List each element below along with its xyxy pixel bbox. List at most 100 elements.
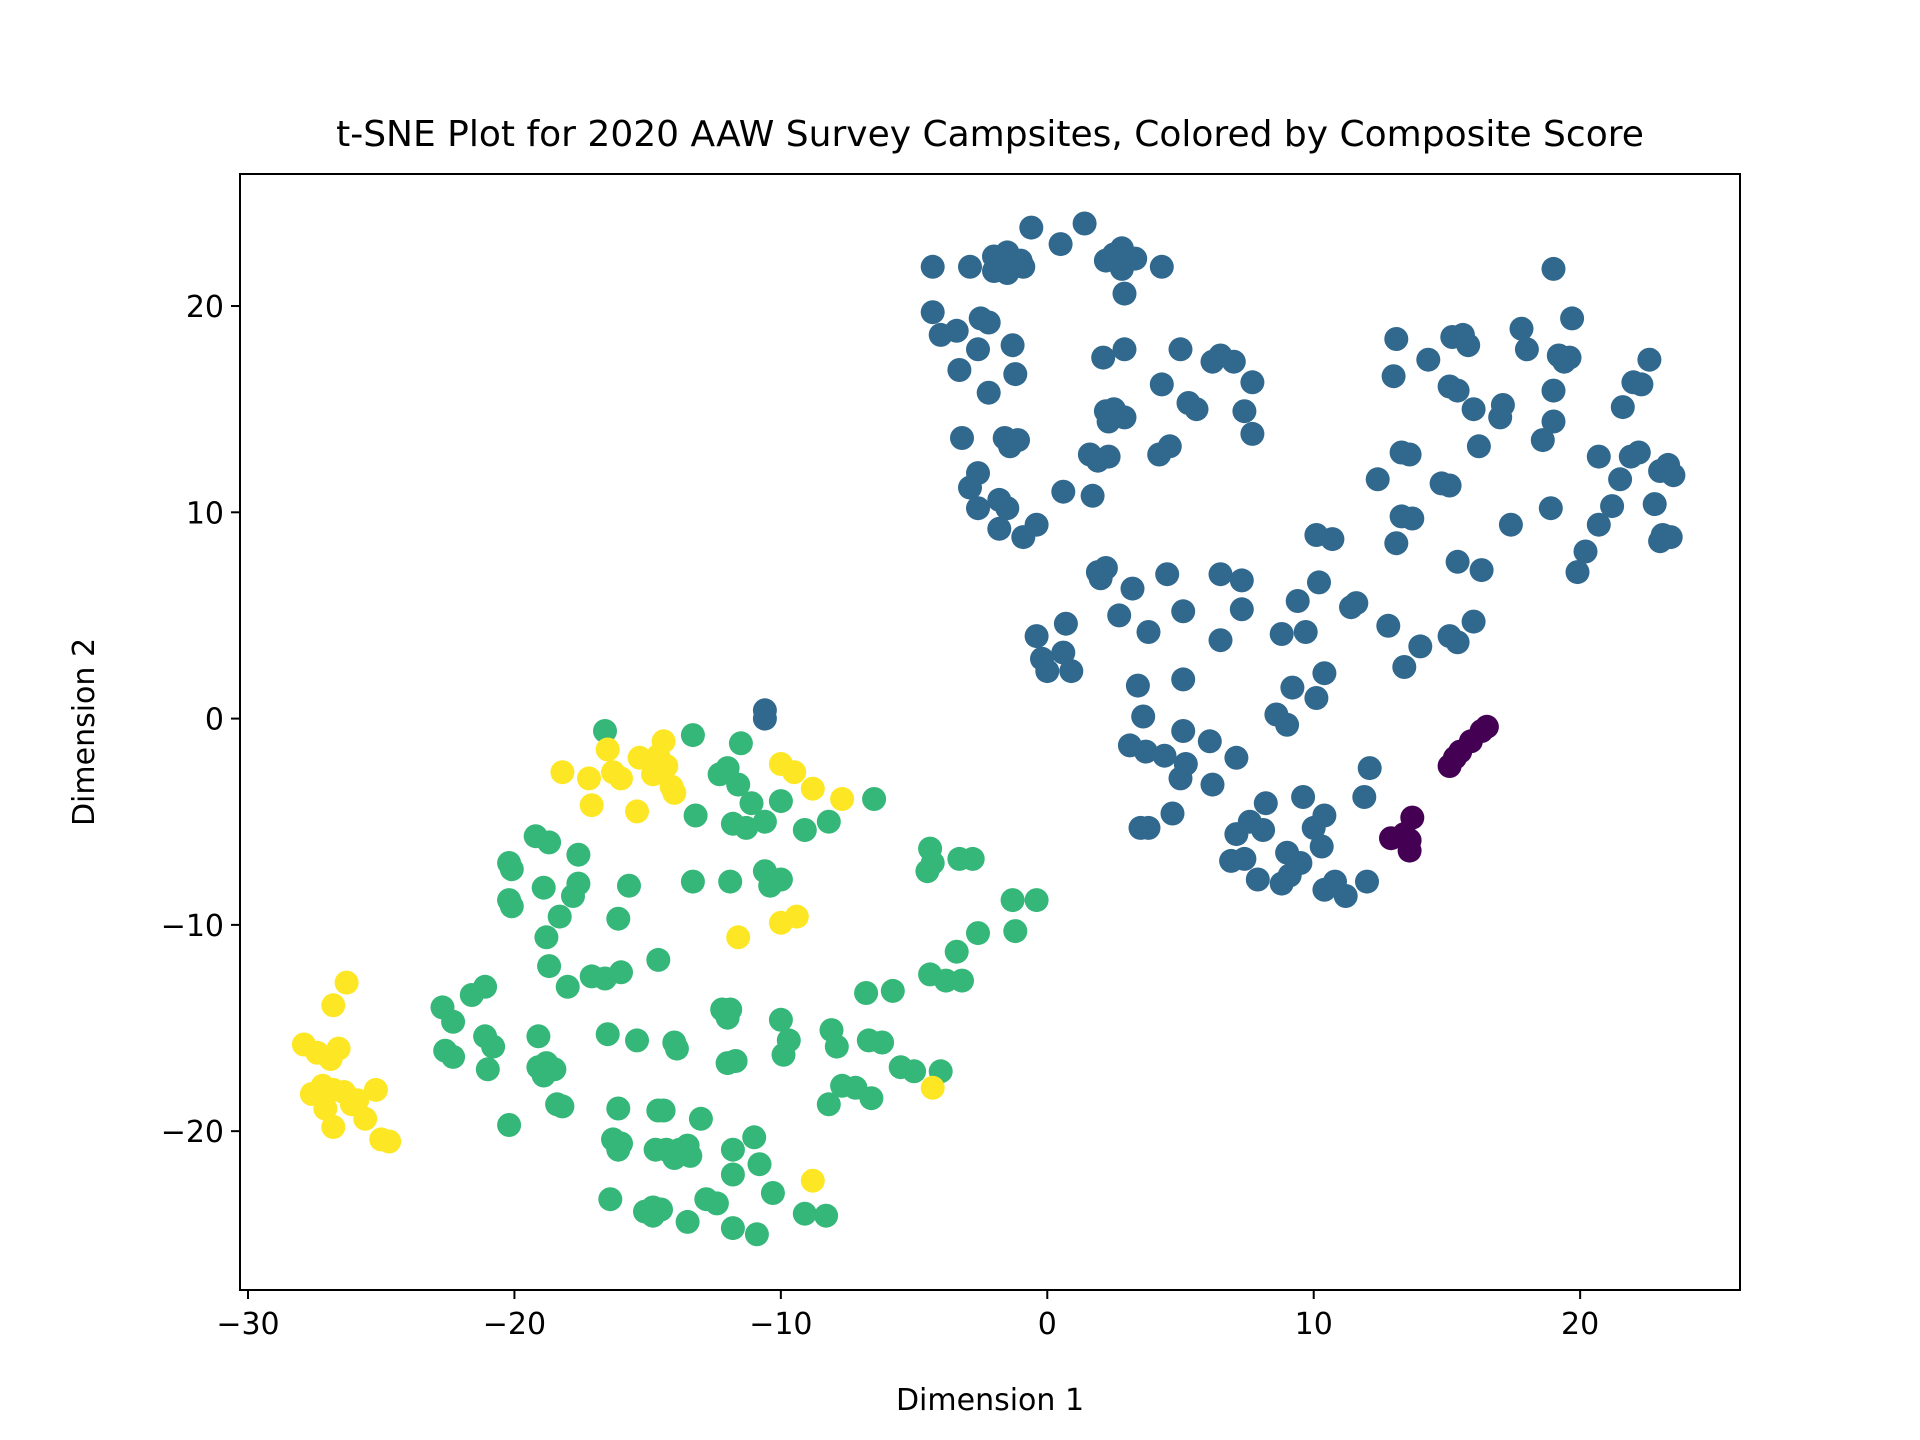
scatter-point <box>1309 834 1334 859</box>
scatter-point <box>1293 620 1318 644</box>
scatter-point <box>377 1129 402 1154</box>
scatter-point <box>1147 442 1172 467</box>
scatter-point <box>577 766 601 791</box>
scatter-point <box>561 884 585 908</box>
scatter-point <box>1541 409 1566 434</box>
scatter-point <box>1642 492 1667 517</box>
scatter-point <box>1445 549 1470 574</box>
scatter-point <box>1149 254 1174 279</box>
scatter-point <box>1112 337 1137 362</box>
scatter-point <box>662 780 687 805</box>
scatter-point <box>1229 568 1254 593</box>
y-tick-label: −20 <box>161 1115 224 1150</box>
scatter-point <box>768 1007 793 1032</box>
scatter-point <box>1312 661 1337 686</box>
scatter-point <box>606 1096 631 1121</box>
scatter-point <box>720 1162 745 1187</box>
scatter-point <box>1461 397 1486 422</box>
chart-title: t-SNE Plot for 2020 AAW Survey Campsites… <box>336 114 1644 155</box>
scatter-point <box>950 968 974 993</box>
scatter-point <box>1232 846 1257 871</box>
scatter-point <box>1381 364 1406 389</box>
scatter-point <box>752 809 777 834</box>
scatter-point <box>1240 370 1265 395</box>
scatter-point <box>1059 659 1084 684</box>
scatter-point <box>947 358 972 382</box>
scatter-point <box>792 1201 817 1226</box>
scatter-point <box>1626 440 1651 465</box>
scatter-point <box>1488 405 1513 430</box>
scatter-point <box>718 869 743 894</box>
scatter-point <box>726 772 751 797</box>
scatter-point <box>646 947 671 972</box>
scatter-point <box>1149 372 1174 397</box>
scatter-point <box>1171 719 1196 743</box>
scatter-point <box>441 1044 466 1069</box>
scatter-point <box>707 762 732 787</box>
plot-area-frame <box>239 173 1741 1291</box>
scatter-point <box>595 1022 620 1047</box>
scatter-point <box>531 875 556 900</box>
scatter-point <box>1408 634 1433 659</box>
y-tick-label: −10 <box>161 909 224 944</box>
scatter-point <box>1208 628 1233 653</box>
scatter-point <box>1586 444 1611 469</box>
scatter-point <box>1560 306 1585 331</box>
scatter-point <box>739 791 764 816</box>
scatter-point <box>1003 919 1028 944</box>
y-tick-label: 0 <box>205 703 224 738</box>
y-axis-label: Dimension 2 <box>67 638 102 826</box>
scatter-point <box>595 737 620 762</box>
scatter-point <box>1437 473 1462 498</box>
scatter-point <box>1392 655 1417 679</box>
scatter-point <box>654 754 679 778</box>
scatter-point <box>1000 333 1025 358</box>
y-tick-label: 20 <box>186 290 224 325</box>
scatter-point <box>627 745 652 770</box>
scatter-point <box>1224 822 1249 847</box>
scatter-point <box>1469 558 1494 583</box>
scatter-point <box>824 1034 849 1059</box>
scatter-point <box>1344 591 1369 616</box>
scatter-point <box>566 842 591 867</box>
scatter-point <box>976 380 1001 405</box>
scatter-point <box>734 815 759 840</box>
scatter-point <box>1557 345 1582 370</box>
x-tick-label: −30 <box>216 1307 279 1342</box>
scatter-point <box>353 1106 378 1131</box>
scatter-point <box>1133 739 1158 764</box>
points-layer <box>291 211 1686 1247</box>
scatter-point <box>944 318 969 343</box>
scatter-point <box>1301 815 1326 840</box>
scatter-point <box>609 766 633 791</box>
scatter-point <box>742 1125 767 1150</box>
scatter-point <box>747 1152 772 1177</box>
scatter-point <box>1661 463 1686 488</box>
scatter-point <box>321 993 346 1018</box>
scatter-point <box>1024 888 1049 913</box>
x-tick-label: −10 <box>749 1307 812 1342</box>
scatter-point <box>1437 754 1462 778</box>
scatter-point <box>547 904 572 929</box>
scatter-point <box>1269 622 1294 646</box>
scatter-point <box>1200 772 1225 797</box>
x-tick-label: 10 <box>1295 1307 1333 1342</box>
scatter-point <box>475 1057 500 1082</box>
scatter-point <box>976 310 1001 335</box>
scatter-point <box>1072 211 1097 236</box>
scatter-point <box>715 1005 740 1030</box>
scatter-point <box>1379 826 1403 851</box>
scatter-point <box>854 981 879 1005</box>
scatter-point <box>1253 791 1278 816</box>
scatter-point <box>579 793 604 818</box>
scatter-point <box>651 1098 676 1123</box>
scatter-point <box>723 1049 748 1073</box>
scatter-point <box>920 254 945 279</box>
scatter-point <box>960 846 985 871</box>
scatter-point <box>1080 483 1105 508</box>
scatter-point <box>902 1059 927 1084</box>
scatter-point <box>987 516 1012 541</box>
scatter-point <box>609 960 633 985</box>
scatter-point <box>537 954 562 979</box>
